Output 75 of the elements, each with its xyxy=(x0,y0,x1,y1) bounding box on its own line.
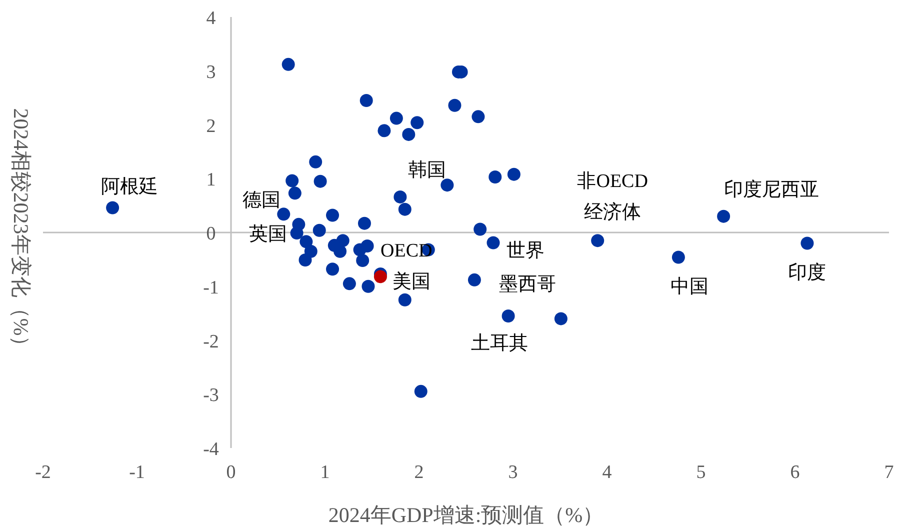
point xyxy=(288,186,302,200)
annotation: 中国 xyxy=(670,276,708,298)
point xyxy=(300,235,313,248)
point xyxy=(398,202,412,216)
annotation: 世界 xyxy=(506,240,544,262)
x-tick-label: -2 xyxy=(35,462,51,483)
y-tick-label: 0 xyxy=(206,224,216,244)
point xyxy=(362,280,375,293)
point xyxy=(277,208,290,221)
x-tick-label: 2 xyxy=(414,462,424,483)
y-tick-label: 3 xyxy=(206,62,216,83)
y-tick-label: -1 xyxy=(203,277,219,298)
point xyxy=(414,384,428,398)
annotation: 印度 xyxy=(788,261,826,284)
point xyxy=(474,222,487,236)
x-tick-label: 4 xyxy=(602,462,612,483)
point xyxy=(591,234,604,248)
annotation: 美国 xyxy=(392,270,430,293)
point xyxy=(326,262,340,276)
point xyxy=(286,174,299,188)
point xyxy=(486,236,500,250)
y-tick-label: 2 xyxy=(206,116,216,137)
annotation: 非OECD 经济体 xyxy=(577,171,648,224)
point xyxy=(298,253,312,266)
point xyxy=(800,236,814,250)
x-tick-label: 5 xyxy=(696,462,706,483)
point xyxy=(390,112,403,125)
y-tick-label: -2 xyxy=(203,331,219,352)
annotation: 德国 xyxy=(242,190,281,212)
point xyxy=(398,293,412,306)
point xyxy=(353,243,366,256)
x-tick-label: 3 xyxy=(508,462,518,483)
point xyxy=(507,168,520,181)
y-tick-label: 1 xyxy=(206,170,216,191)
y-tick-label: -3 xyxy=(203,385,219,406)
annotation: 阿根廷 xyxy=(101,176,158,198)
x-tick-label: -1 xyxy=(129,462,145,483)
y-tick-label: 4 xyxy=(206,8,216,29)
y-tick-label: -4 xyxy=(203,439,220,460)
point xyxy=(282,58,295,71)
point xyxy=(448,98,462,112)
point xyxy=(402,128,416,141)
point xyxy=(468,273,481,286)
point xyxy=(356,254,370,268)
point xyxy=(314,174,327,188)
point xyxy=(554,312,568,326)
annotation: 韩国 xyxy=(408,160,446,182)
x-tick-label: 1 xyxy=(320,462,330,483)
x-axis-title: 2024年GDP增速:预测值（%） xyxy=(328,503,604,527)
point xyxy=(440,178,454,192)
annotation: 墨西哥 xyxy=(498,274,556,295)
point xyxy=(360,94,373,108)
point xyxy=(309,155,322,168)
annotation: 印度尼西亚 xyxy=(724,178,820,200)
point xyxy=(312,224,326,237)
point xyxy=(502,310,515,323)
point xyxy=(410,116,424,130)
point xyxy=(334,244,347,258)
point xyxy=(394,190,407,204)
y-axis-title: 2024相较2023年变化（%） xyxy=(9,108,33,357)
annotation: 土耳其 xyxy=(470,333,528,354)
x-tick-label: 0 xyxy=(226,462,236,483)
point xyxy=(717,210,730,223)
annotation: 英国 xyxy=(248,224,287,246)
point xyxy=(378,124,391,138)
x-tick-label: 6 xyxy=(790,462,800,483)
point xyxy=(488,170,502,184)
point xyxy=(290,226,304,240)
x-tick-label: 7 xyxy=(884,462,894,483)
point xyxy=(342,277,356,290)
point xyxy=(672,250,685,264)
point xyxy=(326,208,340,222)
point xyxy=(358,216,371,230)
point xyxy=(472,110,485,124)
point xyxy=(106,201,120,214)
